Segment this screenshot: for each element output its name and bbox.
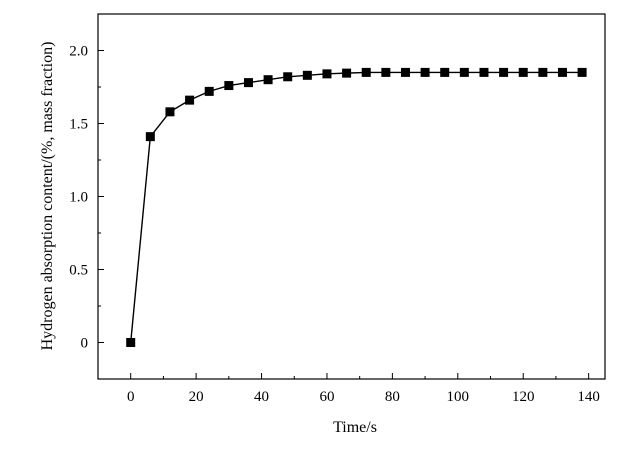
y-tick-label: 0	[81, 336, 89, 352]
data-point	[302, 70, 312, 80]
x-tick-label: 60	[319, 389, 334, 405]
x-tick-label: 20	[189, 389, 204, 405]
data-point	[243, 78, 253, 88]
data-point	[440, 67, 450, 77]
data-point	[165, 107, 175, 117]
y-tick-label: 0.5	[69, 263, 88, 279]
y-tick-label: 2.0	[69, 44, 88, 60]
data-point	[322, 69, 332, 79]
x-tick-label: 0	[127, 389, 135, 405]
x-axis-label: Time/s	[333, 419, 377, 436]
data-point	[538, 67, 548, 77]
data-point	[381, 67, 391, 77]
x-tick-label: 100	[447, 389, 470, 405]
data-point	[185, 95, 195, 105]
data-point	[577, 67, 587, 77]
data-point	[400, 67, 410, 77]
x-axis-ticks: 0 20 40 60 80 100 120 140	[97, 373, 600, 405]
x-tick-label: 40	[254, 389, 269, 405]
data-point	[204, 86, 214, 96]
data-point	[557, 67, 567, 77]
data-point	[224, 81, 234, 91]
data-point	[283, 72, 293, 82]
data-point	[263, 75, 273, 85]
y-axis-ticks: 0 0.5 1.0 1.5 2.0	[69, 13, 104, 380]
y-tick-label: 1.5	[69, 117, 88, 133]
data-point	[518, 67, 528, 77]
y-axis-label: Hydrogen absorption content/(%, mass fra…	[39, 42, 56, 351]
plot-frame	[97, 13, 606, 380]
series-line	[130, 71, 583, 343]
x-tick-label: 120	[512, 389, 535, 405]
data-point	[499, 67, 509, 77]
y-tick-label: 1.0	[69, 190, 88, 206]
data-point	[126, 338, 136, 347]
data-point	[342, 68, 352, 78]
series-layer	[126, 67, 587, 347]
x-tick-label: 80	[385, 389, 400, 405]
data-point	[145, 132, 155, 142]
data-point	[361, 67, 371, 77]
data-point	[459, 67, 469, 77]
data-point	[479, 67, 489, 77]
data-point	[420, 67, 430, 77]
x-tick-label: 140	[577, 389, 600, 405]
